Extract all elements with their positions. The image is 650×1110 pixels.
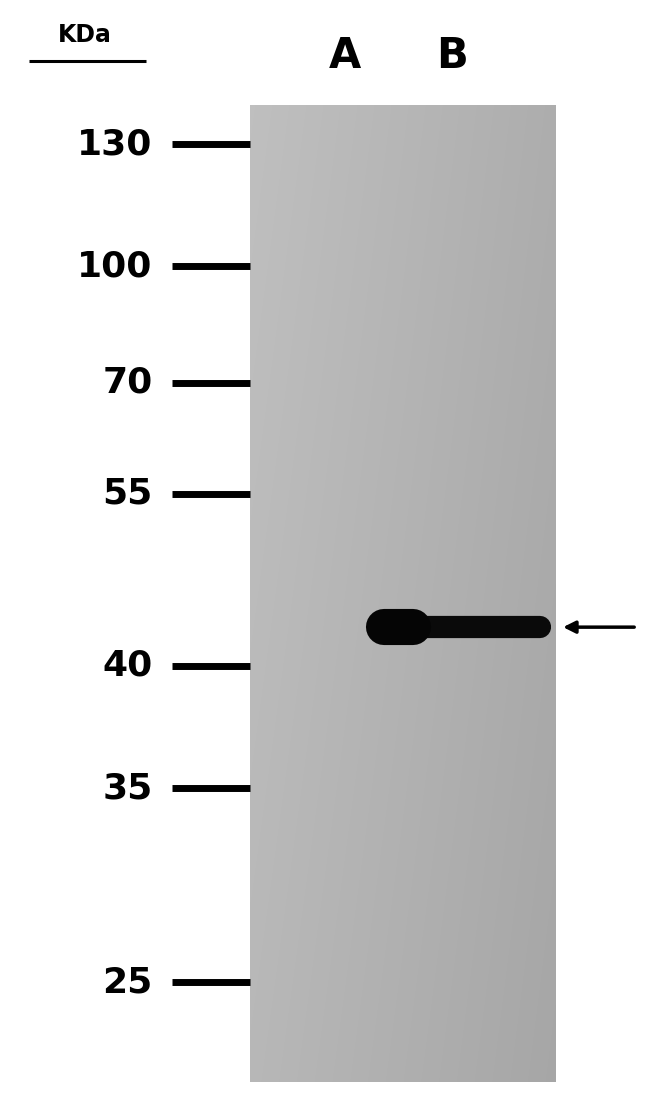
Text: A: A [328,34,361,77]
Text: 35: 35 [103,771,153,805]
Text: 25: 25 [103,966,153,999]
Text: 100: 100 [77,250,153,283]
Text: 55: 55 [103,477,153,511]
Text: 70: 70 [103,366,153,400]
Text: 130: 130 [77,128,153,161]
Text: KDa: KDa [58,22,111,47]
Text: 40: 40 [103,649,153,683]
Text: B: B [436,34,467,77]
